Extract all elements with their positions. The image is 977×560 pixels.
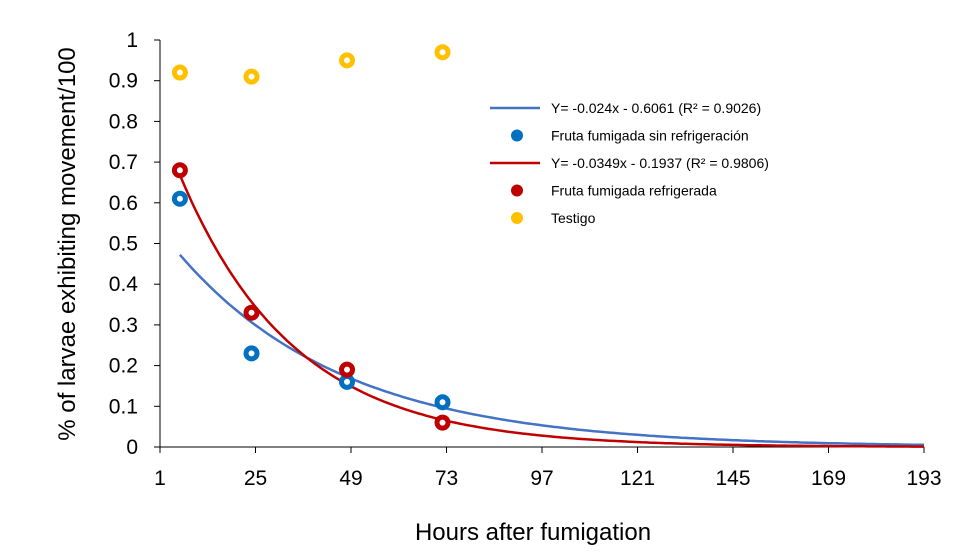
- legend-label: Fruta fumigada sin refrigeración: [551, 128, 749, 144]
- data-point: [243, 345, 260, 362]
- legend-marker-swatch: [511, 184, 523, 197]
- x-tick-label: 97: [530, 467, 553, 490]
- data-point: [434, 414, 451, 431]
- x-axis-title: Hours after fumigation: [415, 519, 651, 546]
- y-tick-label: 0.6: [109, 192, 138, 215]
- y-tick-label: 0.7: [109, 151, 138, 174]
- y-tick-label: 0.2: [109, 355, 138, 378]
- data-point: [339, 52, 356, 69]
- data-point: [171, 162, 188, 179]
- data-point: [339, 361, 356, 378]
- data-point: [171, 190, 188, 207]
- x-tick-label: 145: [715, 467, 750, 490]
- y-tick-label: 0.1: [109, 395, 138, 418]
- data-points: [171, 44, 451, 431]
- x-tick-label: 1: [154, 467, 166, 490]
- axes: [159, 40, 924, 448]
- y-tick-label: 0.9: [109, 70, 138, 93]
- legend-marker-swatch: [511, 129, 523, 142]
- x-tick-label: 169: [811, 467, 846, 490]
- y-axis-title: % of larvae exhibiting movement/100: [54, 47, 81, 441]
- trendline-curve: [178, 174, 924, 448]
- legend: Y= -0.024x - 0.6061 (R² = 0.9026) Fruta f…: [490, 100, 769, 226]
- trendlines: [178, 174, 924, 448]
- trendline-curve: [178, 253, 924, 447]
- y-tick-label: 0: [126, 436, 138, 459]
- y-tick-label: 1: [126, 29, 138, 52]
- data-point: [339, 373, 356, 390]
- data-point: [243, 304, 260, 321]
- data-point: [243, 68, 260, 85]
- data-point: [434, 394, 451, 411]
- y-tick-label: 0.5: [109, 233, 138, 256]
- x-tick-label: 193: [906, 467, 941, 490]
- data-point: [171, 64, 188, 81]
- y-tick-label: 0.4: [109, 273, 139, 296]
- y-ticks: 0 0.1 0.2 0.3 0.4 0.5 0.6 0.7 0.8 0.9 1: [109, 29, 160, 459]
- x-tick-label: 73: [435, 467, 458, 490]
- x-tick-label: 121: [620, 467, 655, 490]
- y-tick-label: 0.8: [109, 110, 138, 133]
- legend-marker-swatch: [511, 212, 523, 224]
- x-tick-label: 49: [339, 467, 362, 490]
- legend-label: Y= -0.0349x - 0.1937 (R² = 0.9806): [551, 155, 769, 171]
- x-ticks: 1 25 49 73 97 121 145 169 193: [154, 447, 942, 490]
- data-point: [434, 44, 451, 61]
- y-tick-label: 0.3: [109, 314, 138, 337]
- x-tick-label: 25: [244, 467, 267, 490]
- legend-label: Testigo: [551, 210, 596, 226]
- legend-label: Y= -0.024x - 0.6061 (R² = 0.9026): [551, 100, 761, 116]
- legend-label: Fruta fumigada refrigerada: [551, 183, 717, 199]
